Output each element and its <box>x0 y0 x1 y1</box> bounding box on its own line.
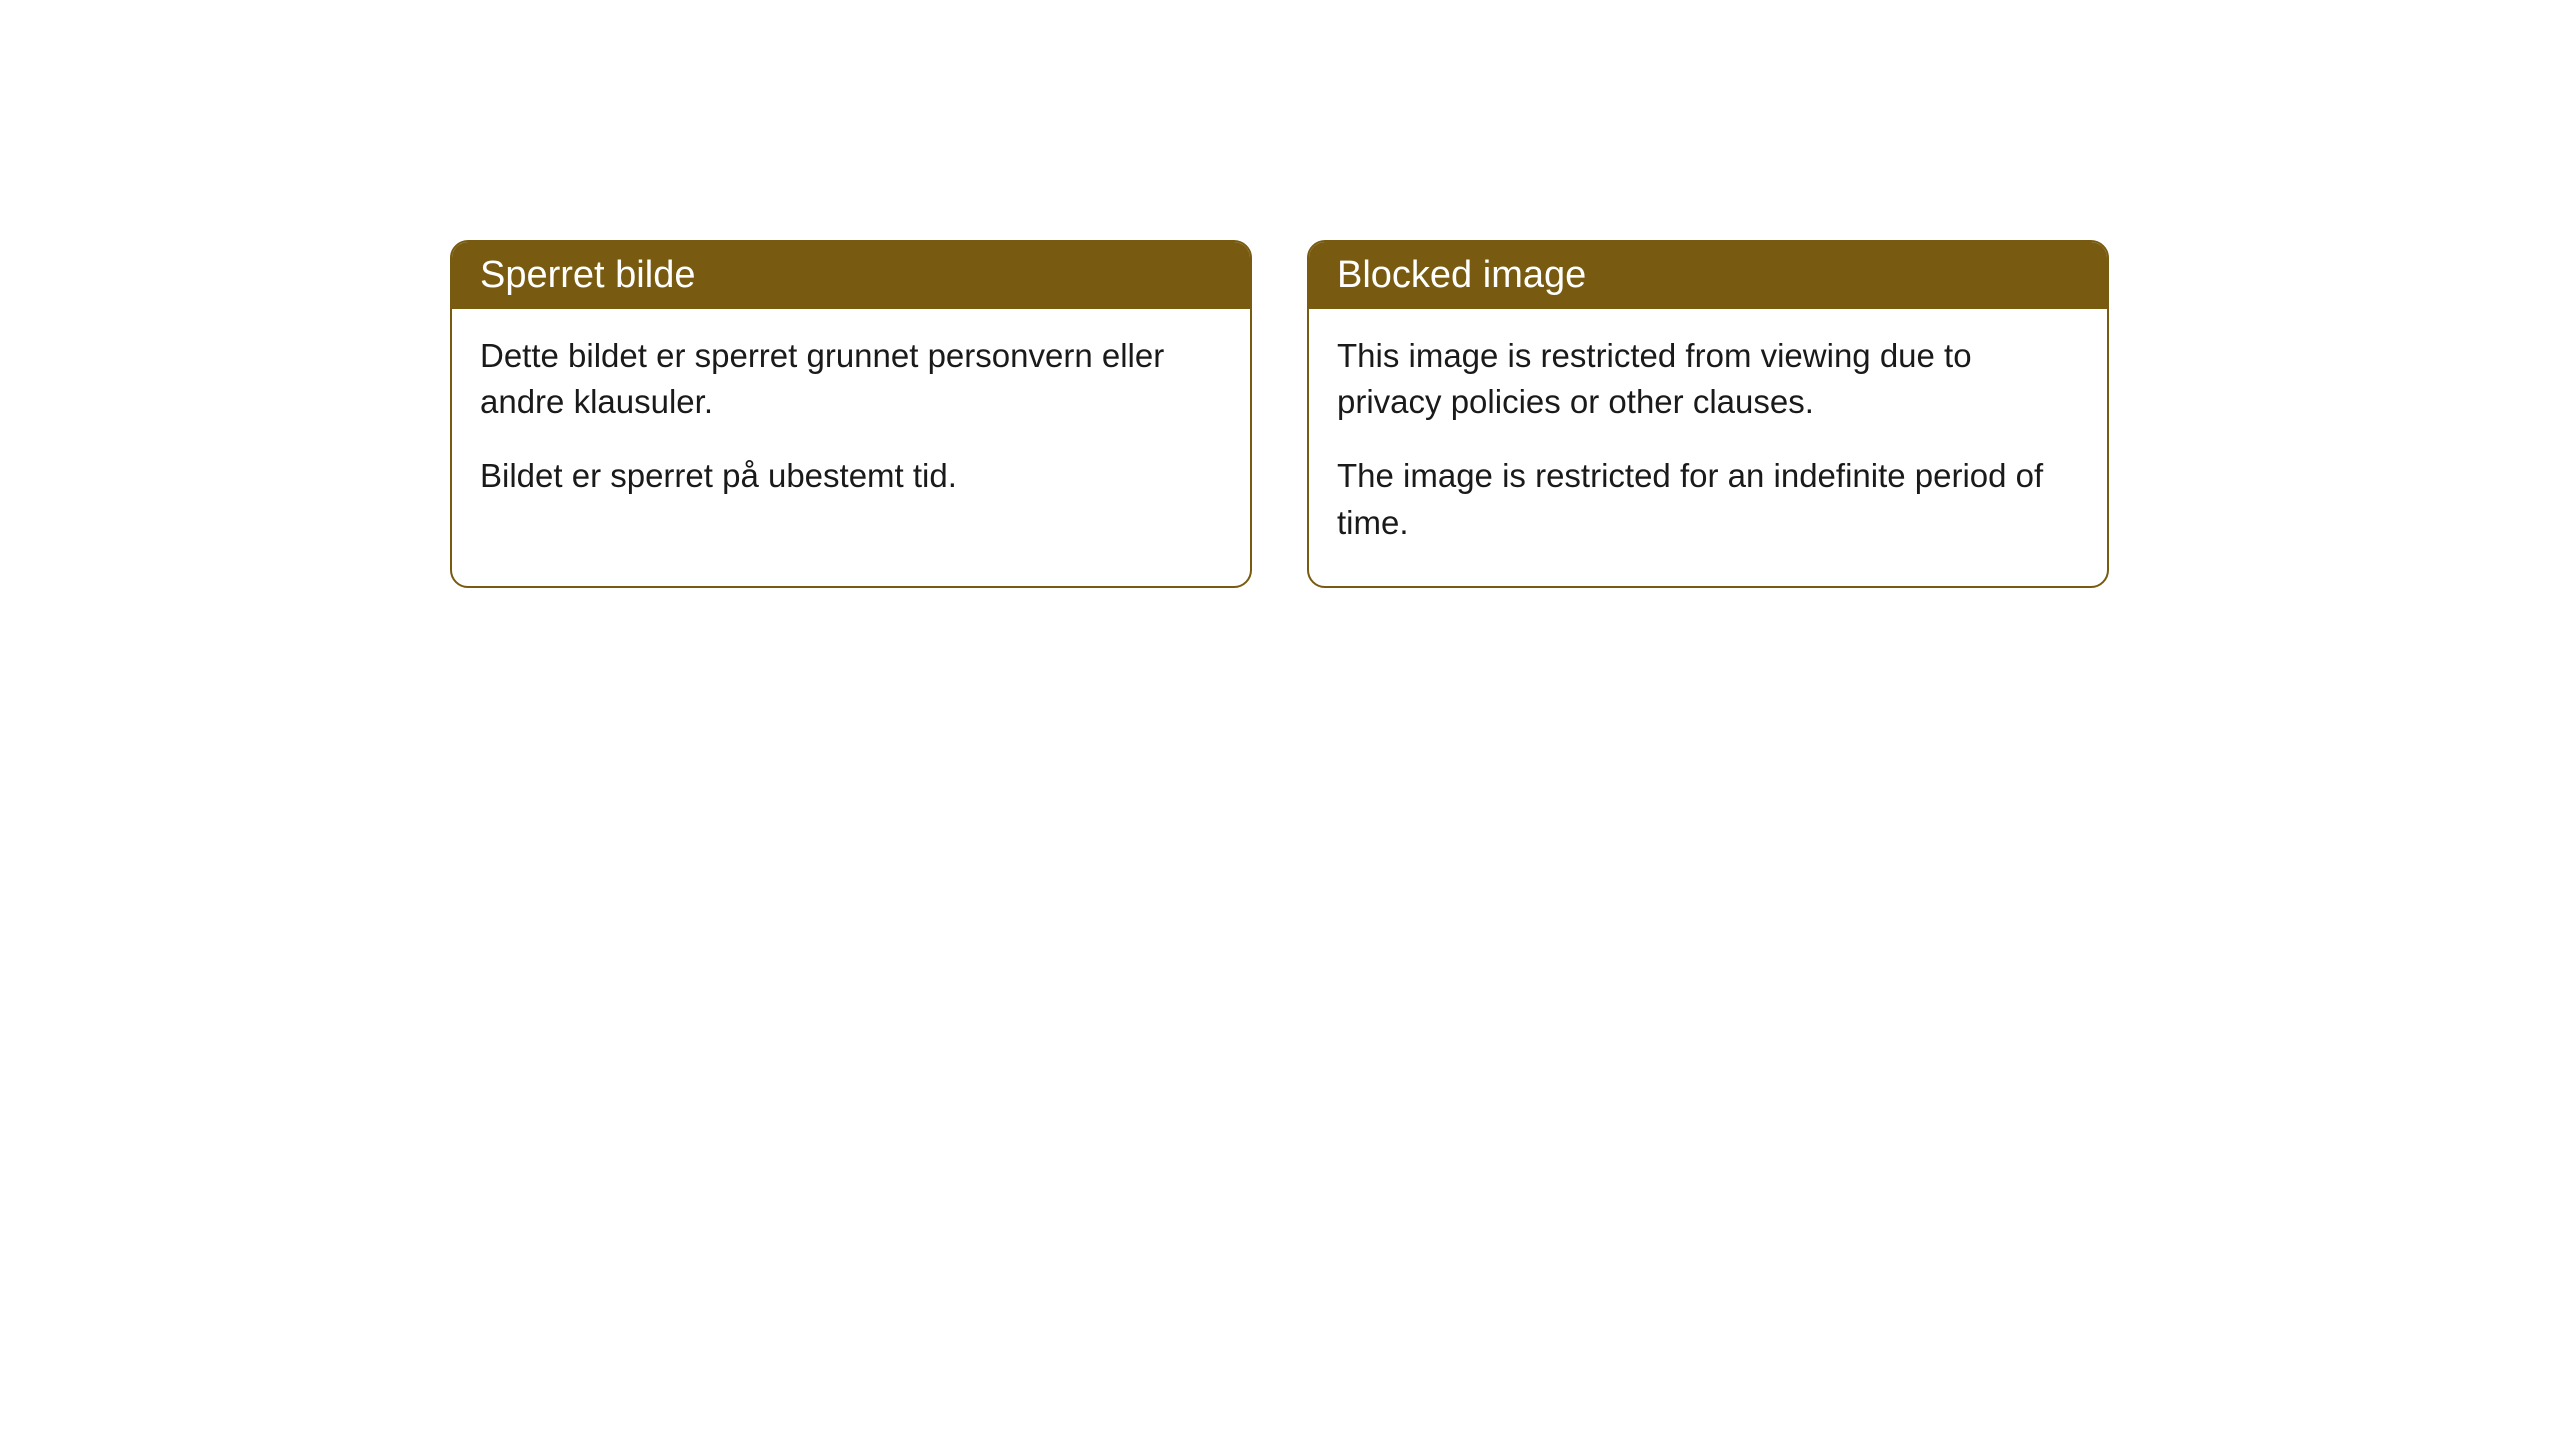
card-paragraph: Bildet er sperret på ubestemt tid. <box>480 453 1222 499</box>
card-title: Sperret bilde <box>480 254 695 296</box>
card-header: Sperret bilde <box>452 242 1250 309</box>
card-body: This image is restricted from viewing du… <box>1309 309 2107 586</box>
card-title: Blocked image <box>1337 254 1586 296</box>
card-paragraph: The image is restricted for an indefinit… <box>1337 453 2079 545</box>
notice-cards-container: Sperret bilde Dette bildet er sperret gr… <box>450 240 2560 588</box>
card-body: Dette bildet er sperret grunnet personve… <box>452 309 1250 540</box>
card-paragraph: Dette bildet er sperret grunnet personve… <box>480 333 1222 425</box>
card-header: Blocked image <box>1309 242 2107 309</box>
notice-card-norwegian: Sperret bilde Dette bildet er sperret gr… <box>450 240 1252 588</box>
card-paragraph: This image is restricted from viewing du… <box>1337 333 2079 425</box>
notice-card-english: Blocked image This image is restricted f… <box>1307 240 2109 588</box>
